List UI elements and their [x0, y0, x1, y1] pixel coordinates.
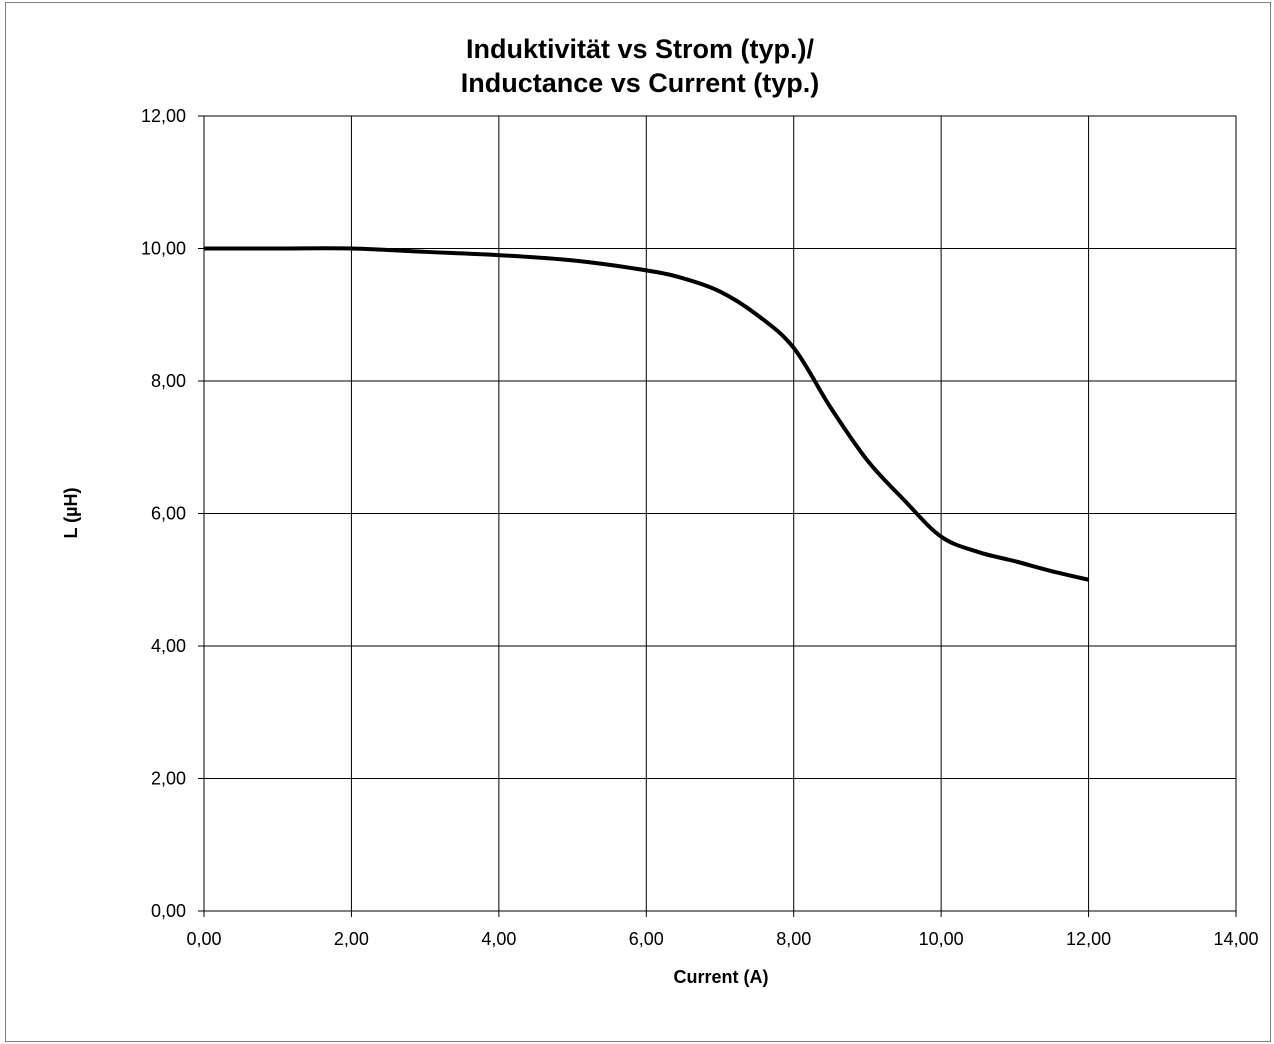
inductance-curve	[204, 246, 1090, 582]
plot-area-border	[203, 115, 1237, 912]
y-tick-label: 4,00	[151, 636, 186, 656]
x-tick-label: 12,00	[1066, 929, 1111, 949]
x-tick-label: 0,00	[186, 929, 221, 949]
chart-title-line2: Inductance vs Current (typ.)	[461, 68, 820, 98]
x-tick-label: 4,00	[481, 929, 516, 949]
x-tick-label: 8,00	[776, 929, 811, 949]
series-layer	[204, 246, 1090, 582]
grid-lines	[198, 115, 1237, 917]
y-tick-label: 12,00	[141, 106, 186, 126]
chart-frame	[5, 2, 1271, 1042]
y-axis-label: L (µH)	[61, 487, 81, 538]
x-tick-label: 14,00	[1213, 929, 1258, 949]
x-tick-labels: 0,00 2,00 4,00 6,00 8,00 10,00 12,00 14,00	[186, 929, 1258, 949]
y-tick-label: 8,00	[151, 371, 186, 391]
x-tick-label: 10,00	[919, 929, 964, 949]
x-axis-label: Current (A)	[674, 967, 769, 987]
y-tick-labels: 0,00 2,00 4,00 6,00 8,00 10,00 12,00	[141, 106, 186, 921]
y-tick-label: 6,00	[151, 504, 186, 524]
y-tick-label: 0,00	[151, 901, 186, 921]
y-tick-label: 2,00	[151, 769, 186, 789]
x-tick-label: 6,00	[629, 929, 664, 949]
chart-title-line1: Induktivität vs Strom (typ.)/	[466, 34, 815, 64]
x-tick-label: 2,00	[334, 929, 369, 949]
y-tick-label: 10,00	[141, 239, 186, 259]
